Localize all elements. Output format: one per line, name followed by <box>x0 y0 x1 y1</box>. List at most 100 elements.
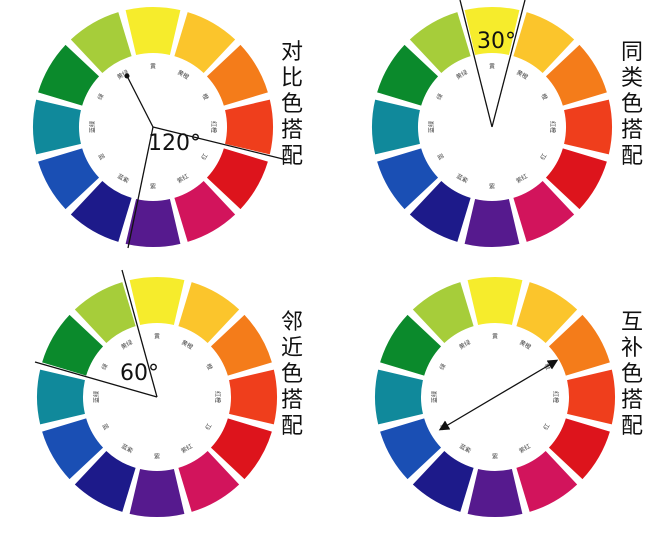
segment-label: 红橙 <box>210 121 218 133</box>
segment-label: 黄 <box>492 333 498 341</box>
color-segment <box>70 12 132 74</box>
angle-label-30: 30° <box>477 29 516 54</box>
color-segment <box>516 450 578 512</box>
segment-label: 紫 <box>489 183 495 191</box>
segment-label: 绿 <box>438 362 448 371</box>
segment-label: 蓝 <box>97 152 107 161</box>
segment-label: 蓝 <box>436 152 446 161</box>
color-segment <box>125 7 181 55</box>
color-segment <box>372 99 420 155</box>
color-segment <box>38 148 100 210</box>
segment-label: 橙 <box>204 362 214 371</box>
color-segment <box>516 282 578 344</box>
color-segment <box>210 314 272 376</box>
color-segment <box>225 99 273 155</box>
marker-dot <box>124 73 130 79</box>
color-segment <box>125 199 181 247</box>
segment-label: 黄橙 <box>176 68 190 81</box>
segment-label: 蓝绿 <box>93 391 101 403</box>
angle-line <box>127 126 154 249</box>
angle-line <box>152 126 288 161</box>
segment-label: 红 <box>204 422 214 431</box>
color-segment <box>74 282 136 344</box>
color-segment <box>380 314 442 376</box>
color-segment <box>174 12 236 74</box>
angle-line <box>459 0 493 128</box>
angle-label-120: 120° <box>148 131 201 156</box>
segment-label: 蓝紫 <box>116 172 130 185</box>
color-segment <box>513 180 575 242</box>
wheel-title-contrast: 对比色搭配 <box>280 40 303 169</box>
segment-label: 黄 <box>150 63 156 71</box>
segment-label: 蓝紫 <box>458 442 472 455</box>
angle-label-60: 60° <box>120 361 159 386</box>
segment-label: 紫 <box>492 453 498 461</box>
segment-label: 橙 <box>200 92 210 101</box>
segment-label: 蓝 <box>439 422 449 431</box>
segment-label: 红 <box>542 422 552 431</box>
color-segment <box>129 277 185 325</box>
segment-label: 紫红 <box>515 172 529 185</box>
color-segment <box>42 314 104 376</box>
color-segment <box>467 277 523 325</box>
angle-line <box>121 269 158 398</box>
color-segment <box>409 12 471 74</box>
color-segment <box>229 369 278 425</box>
segment-label: 蓝绿 <box>89 121 97 133</box>
color-segment <box>70 180 132 242</box>
color-segment <box>464 199 520 247</box>
color-segment <box>412 450 474 512</box>
segment-label: 紫红 <box>518 442 532 455</box>
color-segment <box>377 44 439 106</box>
color-segment <box>42 418 104 480</box>
segment-label: 红橙 <box>214 391 222 403</box>
segment-label: 红橙 <box>552 391 560 403</box>
color-segment <box>545 44 607 106</box>
wheel-title-complementary: 互补色搭配 <box>620 310 643 439</box>
color-segment <box>548 418 610 480</box>
color-segment <box>513 12 575 74</box>
segment-label: 绿 <box>96 92 106 101</box>
wheel-title-analogous-same: 同类色搭配 <box>620 40 643 169</box>
segment-label: 蓝紫 <box>120 442 134 455</box>
segment-label: 黄橙 <box>515 68 529 81</box>
segment-label: 黄 <box>154 333 160 341</box>
angle-line <box>491 0 526 128</box>
segment-label: 黄绿 <box>120 338 134 351</box>
color-segment <box>174 180 236 242</box>
segment-label: 绿 <box>435 92 445 101</box>
segment-label: 蓝紫 <box>455 172 469 185</box>
color-segment <box>409 180 471 242</box>
segment-label: 红 <box>200 152 210 161</box>
segment-label: 黄绿 <box>458 338 472 351</box>
segment-label: 红橙 <box>549 121 557 133</box>
segment-label: 橙 <box>539 92 549 101</box>
color-segment <box>548 314 610 376</box>
color-segment <box>206 44 268 106</box>
color-segment <box>178 450 240 512</box>
color-segment <box>33 99 81 155</box>
segment-label: 紫 <box>154 453 160 461</box>
color-segment <box>178 282 240 344</box>
color-segment <box>38 44 100 106</box>
color-segment <box>374 369 423 425</box>
color-segment <box>210 418 272 480</box>
color-segment <box>564 99 612 155</box>
color-segment <box>567 369 615 425</box>
segment-label: 黄 <box>489 63 495 71</box>
segment-label: 黄橙 <box>180 338 194 351</box>
segment-label: 黄绿 <box>455 68 469 81</box>
color-segment <box>464 7 520 55</box>
segment-label: 红 <box>539 152 549 161</box>
wheel-title-adjacent: 邻近色搭配 <box>280 310 303 439</box>
color-segment <box>545 148 607 210</box>
angle-line <box>126 75 154 128</box>
segment-label: 蓝 <box>101 422 111 431</box>
segment-label: 黄橙 <box>518 338 532 351</box>
color-segment <box>74 450 136 512</box>
segment-label: 紫红 <box>180 442 194 455</box>
